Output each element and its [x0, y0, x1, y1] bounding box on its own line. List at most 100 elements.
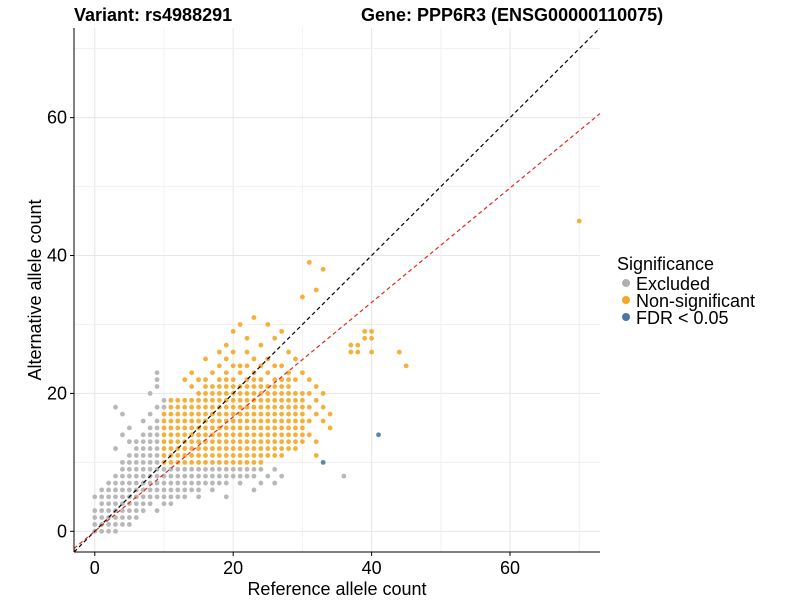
point-excluded — [140, 432, 146, 438]
y-axis-label: Alternative allele count — [25, 199, 45, 380]
point-non-significant — [244, 411, 250, 417]
point-non-significant — [230, 349, 236, 355]
point-non-significant — [355, 342, 361, 348]
point-non-significant — [258, 342, 264, 348]
point-non-significant — [299, 397, 305, 403]
point-non-significant — [299, 404, 305, 410]
point-non-significant — [251, 453, 257, 458]
y-tick-label: 60 — [47, 108, 67, 128]
point-non-significant — [251, 404, 257, 410]
point-non-significant — [237, 439, 243, 445]
point-non-significant — [306, 432, 312, 438]
point-non-significant — [265, 446, 271, 451]
point-excluded — [140, 508, 146, 514]
point-excluded — [133, 508, 139, 514]
point-non-significant — [286, 349, 291, 355]
point-non-significant — [293, 425, 298, 431]
point-excluded — [265, 473, 271, 479]
point-excluded — [106, 480, 112, 486]
point-excluded — [113, 528, 118, 534]
point-non-significant — [168, 397, 174, 403]
point-non-significant — [313, 453, 319, 458]
point-excluded — [196, 480, 201, 486]
point-non-significant — [161, 418, 167, 424]
point-excluded — [168, 473, 174, 479]
point-excluded — [161, 494, 167, 500]
point-non-significant — [265, 418, 271, 424]
point-non-significant — [279, 446, 285, 451]
point-non-significant — [576, 218, 582, 224]
point-non-significant — [237, 404, 243, 410]
point-non-significant — [230, 397, 236, 403]
point-non-significant — [196, 404, 201, 410]
point-excluded — [133, 459, 139, 465]
point-excluded — [168, 501, 174, 507]
point-non-significant — [279, 425, 285, 431]
point-non-significant — [279, 384, 285, 389]
point-non-significant — [210, 432, 215, 438]
point-excluded — [161, 487, 167, 493]
point-excluded — [126, 466, 132, 472]
point-excluded — [133, 480, 139, 486]
point-excluded — [133, 473, 139, 479]
point-excluded — [161, 404, 167, 410]
point-non-significant — [182, 446, 188, 451]
point-non-significant — [161, 411, 167, 417]
point-non-significant — [216, 349, 222, 355]
point-excluded — [126, 522, 132, 527]
point-non-significant — [230, 425, 236, 431]
point-non-significant — [299, 425, 305, 431]
point-non-significant — [175, 453, 181, 458]
point-excluded — [154, 508, 160, 514]
point-non-significant — [237, 391, 243, 396]
point-excluded — [99, 515, 105, 520]
point-excluded — [120, 411, 125, 417]
point-non-significant — [189, 459, 195, 465]
point-non-significant — [237, 322, 243, 327]
point-non-significant — [196, 439, 201, 445]
point-non-significant — [189, 453, 195, 458]
point-excluded — [154, 418, 160, 424]
y-tick-label: 40 — [47, 246, 67, 266]
point-non-significant — [230, 446, 236, 451]
point-excluded — [140, 439, 146, 445]
point-non-significant — [286, 418, 291, 424]
point-excluded — [189, 473, 195, 479]
point-excluded — [189, 480, 195, 486]
point-excluded — [126, 515, 132, 520]
point-non-significant — [258, 425, 264, 431]
point-non-significant — [286, 425, 291, 431]
point-non-significant — [216, 439, 222, 445]
point-non-significant — [203, 446, 208, 451]
point-non-significant — [396, 349, 402, 355]
point-excluded — [175, 494, 181, 500]
variant-title: Variant: rs4988291 — [74, 5, 232, 25]
point-non-significant — [210, 425, 215, 431]
point-excluded — [106, 522, 112, 527]
point-non-significant — [293, 446, 298, 451]
point-excluded — [161, 397, 167, 403]
point-non-significant — [272, 404, 278, 410]
point-non-significant — [223, 446, 229, 451]
point-excluded — [126, 439, 132, 445]
point-non-significant — [293, 397, 298, 403]
point-non-significant — [216, 397, 222, 403]
point-non-significant — [210, 391, 215, 396]
point-non-significant — [279, 328, 285, 334]
point-non-significant — [168, 418, 174, 424]
point-non-significant — [355, 349, 361, 355]
point-excluded — [106, 508, 112, 514]
point-non-significant — [369, 328, 375, 334]
point-excluded — [120, 480, 125, 486]
point-non-significant — [223, 425, 229, 431]
point-excluded — [175, 487, 181, 493]
point-non-significant — [175, 418, 181, 424]
point-non-significant — [293, 404, 298, 410]
point-non-significant — [182, 432, 188, 438]
point-non-significant — [286, 404, 291, 410]
point-non-significant — [244, 384, 250, 389]
point-non-significant — [203, 391, 208, 396]
point-excluded — [189, 487, 195, 493]
point-non-significant — [272, 446, 278, 451]
point-non-significant — [203, 377, 208, 383]
